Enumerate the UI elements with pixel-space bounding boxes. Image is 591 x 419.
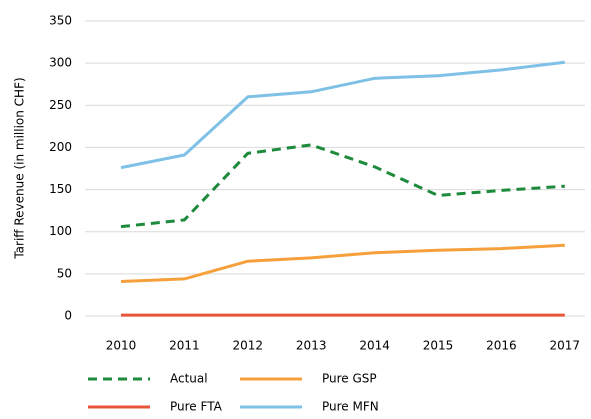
series-line [120, 143, 565, 229]
y-axis-label: Tariff Revenue (in million CHF) [13, 77, 27, 259]
legend-label: Pure MFN [322, 400, 379, 414]
y-tick-label: 50 [57, 266, 72, 280]
y-tick-label: 150 [49, 182, 72, 196]
x-tick-label: 2017 [550, 339, 581, 353]
series-line [120, 243, 565, 283]
y-tick-label: 0 [64, 309, 72, 323]
x-tick-label: 2011 [169, 339, 200, 353]
legend-label: Actual [170, 372, 208, 386]
x-tick-label: 2015 [423, 339, 454, 353]
y-tick-label: 350 [49, 14, 72, 28]
y-tick-label: 250 [49, 98, 72, 112]
series-line [120, 60, 565, 170]
x-tick-label: 2010 [106, 339, 137, 353]
y-tick-label: 200 [49, 140, 72, 154]
y-tick-label: 300 [49, 56, 72, 70]
x-tick-label: 2016 [486, 339, 517, 353]
x-tick-label: 2013 [296, 339, 327, 353]
legend-label: Pure GSP [322, 372, 377, 386]
y-tick-label: 100 [49, 224, 72, 238]
x-tick-label: 2012 [233, 339, 264, 353]
x-tick-label: 2014 [359, 339, 390, 353]
legend-label: Pure FTA [170, 400, 223, 414]
